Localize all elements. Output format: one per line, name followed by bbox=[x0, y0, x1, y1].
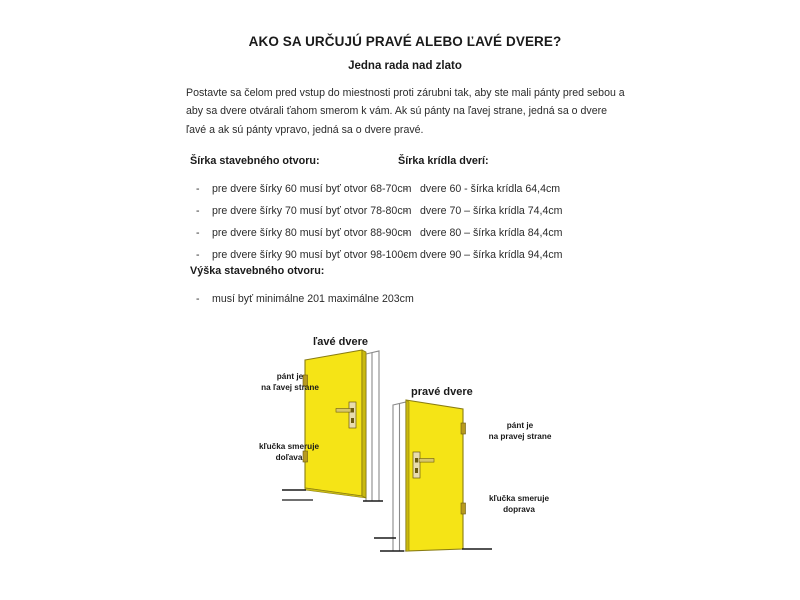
left-door-handle-note: kľučka smeruje doľava bbox=[243, 442, 335, 463]
dash-marker: - bbox=[404, 249, 408, 261]
right-door-caption: pravé dvere bbox=[411, 386, 473, 398]
leaf-width-list: - dvere 60 - šírka krídla 64,4cm - dvere 7… bbox=[398, 178, 613, 266]
list-item: - pre dvere šírky 80 musí byť otvor 88-90… bbox=[190, 222, 411, 244]
section-opening-width: Šírka stavebného otvoru: - pre dvere šírk… bbox=[190, 155, 417, 266]
opening-height-list: - musí byť minimálne 201 maximálne 203cm bbox=[190, 288, 450, 310]
section-opening-height: Výška stavebného otvoru: - musí byť minim… bbox=[190, 265, 450, 310]
section-leaf-width: Šírka krídla dverí: - dvere 60 - šírka kr… bbox=[398, 155, 613, 266]
section-heading: Šírka stavebného otvoru: bbox=[190, 155, 320, 167]
left-door-handle-note-line2: doľava bbox=[275, 452, 303, 462]
dash-marker: - bbox=[196, 183, 200, 195]
right-door-frame bbox=[392, 401, 407, 552]
dash-marker: - bbox=[196, 205, 200, 217]
list-item: - musí byť minimálne 201 maximálne 203cm bbox=[190, 288, 450, 310]
right-door-edge-thickness bbox=[405, 399, 410, 552]
left-door-frame bbox=[365, 350, 380, 502]
list-item-label: dvere 90 – šírka krídla 94,4cm bbox=[420, 249, 563, 261]
list-item: - pre dvere šírky 70 musí byť otvor 78-80… bbox=[190, 200, 411, 222]
opening-width-list: - pre dvere šírky 60 musí byť otvor 68-70… bbox=[190, 178, 417, 266]
dash-marker: - bbox=[404, 205, 408, 217]
section-heading: Výška stavebného otvoru: bbox=[190, 265, 325, 277]
right-door-handle bbox=[412, 451, 435, 479]
list-item: - pre dvere šírky 60 musí byť otvor 68-70… bbox=[190, 178, 411, 200]
right-door-handle-note-line2: doprava bbox=[503, 504, 535, 514]
intro-paragraph: Postavte sa čelom pred vstup do miestnos… bbox=[186, 87, 625, 136]
right-door-group bbox=[374, 399, 492, 552]
list-item-label: pre dvere šírky 70 musí byť otvor 78-80c… bbox=[212, 205, 412, 217]
list-item-label: dvere 60 - šírka krídla 64,4cm bbox=[420, 183, 561, 195]
left-door-hinge-note: pánt je na ľavej strane bbox=[245, 372, 335, 393]
dash-marker: - bbox=[404, 227, 408, 239]
right-door-handle-note-line1: kľučka smeruje bbox=[488, 494, 550, 503]
right-door-handle-note: kľučka smeruje doprava bbox=[467, 494, 571, 515]
list-item-label: pre dvere šírky 90 musí byť otvor 98-100… bbox=[212, 249, 418, 261]
left-door-handle-lever bbox=[335, 408, 352, 413]
left-door-handle-note-line1: kľučka smeruje bbox=[258, 442, 320, 451]
dash-marker: - bbox=[404, 183, 408, 195]
list-item-label: pre dvere šírky 60 musí byť otvor 68-70c… bbox=[212, 183, 412, 195]
right-door-hinge-note-line2: na pravej strane bbox=[488, 431, 552, 441]
list-item-label: musí byť minimálne 201 maximálne 203cm bbox=[212, 293, 414, 305]
page-title: AKO SA URČUJÚ PRAVÉ ALEBO ĽAVÉ DVERE? bbox=[248, 34, 562, 49]
left-door-hinge-note-line2: na ľavej strane bbox=[261, 382, 319, 392]
list-item-label: dvere 70 – šírka krídla 74,4cm bbox=[420, 205, 563, 217]
left-door-edge-thickness bbox=[361, 349, 367, 499]
right-door-hinge-lower bbox=[460, 502, 466, 515]
list-item: - dvere 70 – šírka krídla 74,4cm bbox=[398, 200, 613, 222]
list-item-label: dvere 80 – šírka krídla 84,4cm bbox=[420, 227, 563, 239]
right-door-hinge-upper bbox=[460, 422, 466, 435]
list-item: - dvere 80 – šírka krídla 84,4cm bbox=[398, 222, 613, 244]
left-door-hinge-lower bbox=[302, 450, 308, 463]
right-door-hinge-note: pánt je na pravej strane bbox=[470, 421, 570, 442]
door-orientation-diagram: ľavé dvere pánt je na ľavej strane kľučk… bbox=[0, 318, 800, 600]
list-item: - dvere 90 – šírka krídla 94,4cm bbox=[398, 244, 613, 266]
left-door-group bbox=[282, 349, 383, 502]
page-subtitle: Jedna rada nad zlato bbox=[348, 60, 462, 72]
list-item: - dvere 60 - šírka krídla 64,4cm bbox=[398, 178, 613, 200]
left-door-hinge-note-line1: pánt je bbox=[276, 372, 304, 381]
left-door-hinge-upper bbox=[302, 374, 308, 387]
door-diagram-svg bbox=[282, 349, 492, 552]
right-door-hinge-note-line1: pánt je bbox=[506, 421, 534, 430]
dash-marker: - bbox=[196, 293, 200, 305]
dash-marker: - bbox=[196, 249, 200, 261]
right-door-handle-lever bbox=[418, 458, 435, 463]
section-heading: Šírka krídla dverí: bbox=[398, 155, 489, 167]
list-item: - pre dvere šírky 90 musí byť otvor 98-10… bbox=[190, 244, 417, 266]
left-door-handle bbox=[335, 401, 357, 429]
dash-marker: - bbox=[196, 227, 200, 239]
list-item-label: pre dvere šírky 80 musí byť otvor 88-90c… bbox=[212, 227, 412, 239]
left-door-caption: ľavé dvere bbox=[313, 336, 368, 348]
